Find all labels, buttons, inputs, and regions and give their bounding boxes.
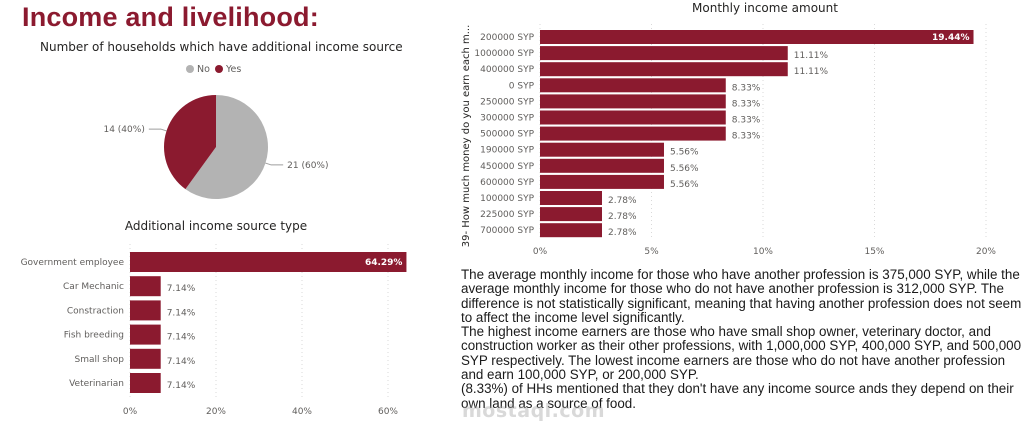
data-label: 2.78% — [608, 196, 637, 206]
bar — [540, 110, 726, 125]
legend-dot-no-icon — [186, 65, 194, 73]
bar — [540, 94, 726, 109]
bar — [130, 300, 161, 321]
x-tick-label: 0% — [123, 407, 138, 417]
data-label: 2.78% — [608, 212, 637, 222]
pie-leader-line-no — [265, 162, 284, 166]
source-type-chart-title: Additional income source type — [124, 219, 308, 233]
pie-slice-no — [185, 95, 268, 199]
bar — [130, 276, 161, 297]
analysis-paragraph-1: The average monthly income for those who… — [461, 267, 1022, 325]
data-label: 19.44% — [932, 33, 970, 43]
page-title: Income and livelihood: — [22, 2, 319, 32]
pie-slice-yes — [164, 95, 216, 190]
bar — [540, 158, 664, 173]
source-type-bar-chart: 0% 20% 40% 60% Government employee 64.29% Car … — [21, 244, 407, 417]
category-label: 0 SYP — [509, 81, 535, 91]
x-tick-label: 40% — [292, 407, 312, 417]
data-label: 7.14% — [167, 357, 196, 367]
category-label: Fish breeding — [64, 331, 124, 341]
data-label: 5.56% — [670, 180, 699, 190]
x-tick-label: 20% — [976, 247, 996, 257]
category-label: 700000 SYP — [480, 226, 534, 236]
data-label: 7.14% — [167, 381, 196, 391]
pie-chart-title: Number of households which have addition… — [40, 40, 403, 54]
category-label: 1000000 SYP — [474, 49, 534, 59]
category-label: 450000 SYP — [480, 162, 534, 172]
category-label: 200000 SYP — [480, 33, 534, 43]
legend-dot-yes-icon — [214, 65, 223, 73]
category-label: Car Mechanic — [63, 282, 124, 292]
legend-label-yes: Yes — [226, 64, 242, 75]
category-label: 400000 SYP — [480, 65, 534, 75]
bar — [130, 252, 407, 272]
bar — [540, 207, 602, 222]
pie-data-label-yes: 14 (40%) — [103, 125, 144, 135]
bar — [130, 324, 161, 345]
bar — [540, 46, 788, 61]
x-tick-label: 20% — [206, 407, 226, 417]
category-label: 225000 SYP — [480, 210, 534, 220]
analysis-paragraph-2: The highest income earners are those who… — [461, 324, 1022, 383]
monthly-income-chart-title: Monthly income amount — [692, 1, 838, 15]
y-axis-title: 39- How much money do you earn each m... — [461, 25, 472, 248]
category-label: Constraction — [67, 306, 124, 316]
x-tick-label: 60% — [378, 407, 398, 417]
bar — [540, 62, 788, 77]
bar — [540, 126, 726, 141]
legend-label-no: No — [197, 64, 210, 75]
data-label: 5.56% — [670, 164, 699, 174]
pie-leader-line-yes — [148, 128, 167, 132]
legend-item-no[interactable]: No — [186, 64, 213, 75]
monthly-income-bar-chart: 0% 5% 10% 15% 20% 200000 SYP 19.44% 1000000 SYP… — [461, 24, 996, 257]
pie-legend[interactable]: No Yes — [186, 64, 241, 75]
category-label: Veterinarian — [69, 379, 124, 389]
data-label: 8.33% — [732, 99, 761, 109]
pie-data-label-no: 21 (60%) — [287, 161, 328, 171]
data-label: 8.33% — [732, 132, 761, 142]
data-label: 2.78% — [608, 228, 637, 238]
watermark: mostaql.com — [462, 400, 606, 422]
data-label: 8.33% — [732, 116, 761, 126]
bar — [540, 174, 664, 189]
category-label: 300000 SYP — [480, 114, 534, 124]
bar — [540, 223, 602, 238]
legend-item-yes[interactable]: Yes — [214, 64, 242, 75]
category-label: 500000 SYP — [480, 130, 534, 140]
x-tick-label: 0% — [533, 247, 548, 257]
x-tick-label: 5% — [644, 247, 659, 257]
x-tick-label: 10% — [753, 247, 773, 257]
data-label: 11.11% — [794, 67, 829, 77]
data-label: 8.33% — [732, 83, 761, 93]
data-label: 7.14% — [167, 333, 196, 343]
category-label: 100000 SYP — [480, 194, 534, 204]
bar — [540, 78, 726, 93]
data-label: 64.29% — [365, 258, 403, 268]
bar — [540, 191, 602, 205]
category-label: Government employee — [21, 258, 125, 268]
bar — [540, 142, 664, 157]
bar — [540, 30, 974, 44]
category-label: 600000 SYP — [480, 178, 534, 188]
analysis-text: The average monthly income for those who… — [461, 267, 1031, 411]
data-label: 7.14% — [167, 308, 196, 318]
bar — [130, 373, 161, 393]
data-label: 7.14% — [167, 284, 196, 294]
category-label: 190000 SYP — [480, 146, 534, 156]
category-label: Small shop — [75, 355, 125, 365]
data-label: 5.56% — [670, 148, 699, 158]
pie-chart: 21 (60%) 14 (40%) — [103, 95, 329, 199]
data-label: 11.11% — [794, 51, 829, 61]
analysis-paragraph-3: (8.33%) of HHs mentioned that they don't… — [461, 381, 1014, 411]
category-label: 250000 SYP — [480, 97, 534, 107]
bar — [130, 348, 161, 369]
x-tick-label: 15% — [864, 247, 884, 257]
